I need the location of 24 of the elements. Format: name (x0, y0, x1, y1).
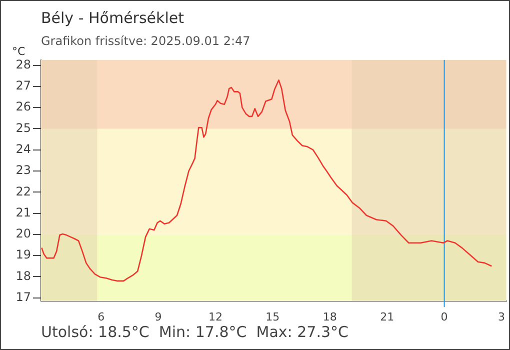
x-tick-label: 9 (154, 310, 162, 324)
x-tick-label: 21 (380, 310, 394, 324)
y-tick-label: 17 (16, 290, 31, 304)
x-tick-label: 6 (98, 310, 105, 324)
chart-title: Bély - Hőmérséklet (41, 9, 184, 27)
y-tick-label: 18 (16, 268, 31, 283)
y-tick-label: 25 (16, 120, 31, 135)
y-tick-label: 24 (16, 142, 31, 156)
y-tick-label: 19 (16, 248, 31, 262)
x-tick-label: 18 (322, 310, 337, 324)
x-tick-label: 0 (440, 310, 448, 324)
y-tick-label: 28 (16, 57, 31, 72)
y-axis-title: °C (12, 45, 26, 58)
x-tick-label: 3 (498, 310, 505, 324)
x-tick-label: 12 (208, 310, 222, 324)
chart-subtitle: Grafikon frissítve: 2025.09.01 2:47 (41, 34, 250, 48)
y-tick-label: 26 (16, 100, 31, 114)
y-tick-label: 21 (16, 205, 31, 220)
y-tick-label: 27 (16, 78, 31, 93)
y-tick-label: 22 (16, 184, 31, 198)
y-tick-label: 23 (16, 163, 31, 178)
x-tick-label: 15 (266, 310, 280, 324)
text: Utolsó: 18.5°C Min: 17.8°C Max: 27.3°C (41, 323, 348, 341)
y-tick-label: 20 (16, 226, 31, 241)
